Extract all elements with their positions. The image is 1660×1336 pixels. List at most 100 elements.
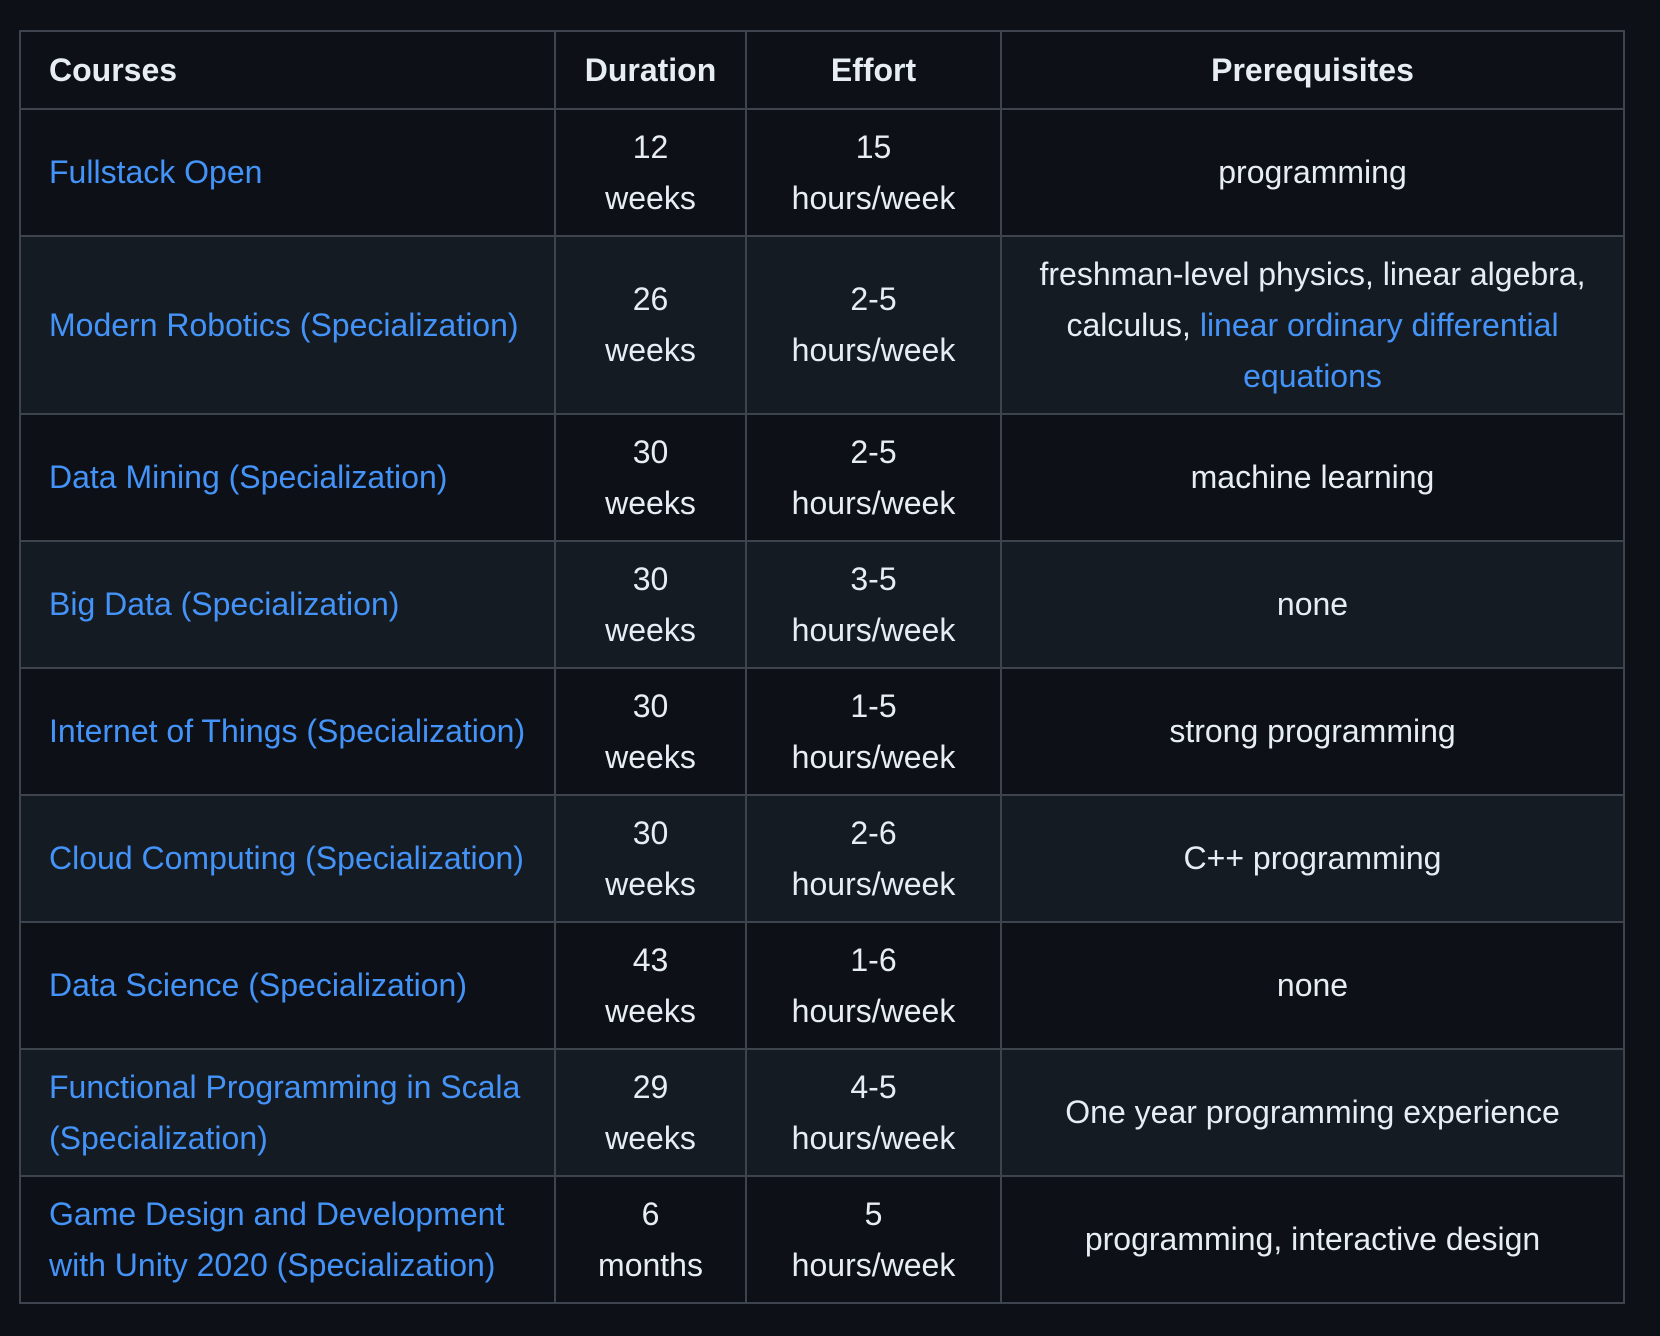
course-link[interactable]: Game Design and Development with Unity 2… xyxy=(49,1195,505,1283)
effort-value: 2-5 xyxy=(850,433,897,470)
prerequisites-text: none xyxy=(1276,586,1349,622)
duration-unit: months xyxy=(598,1246,703,1283)
prerequisite-link-linear-ode[interactable]: linear ordinary differential equations xyxy=(1199,306,1559,394)
duration-value: 6 xyxy=(641,1195,660,1232)
table-row: Data Mining (Specialization) 30 weeks 2-… xyxy=(19,413,1625,542)
header-row: Courses Duration Effort Prerequisites xyxy=(19,30,1625,110)
course-cell: Cloud Computing (Specialization) xyxy=(19,794,556,923)
table-row: Modern Robotics (Specialization) 26 week… xyxy=(19,235,1625,415)
duration-cell: 30 weeks xyxy=(554,540,747,669)
effort-unit: hours/week xyxy=(791,1246,956,1283)
prerequisites-text: strong programming xyxy=(1169,713,1456,749)
duration-unit: weeks xyxy=(605,179,696,216)
header-duration: Duration xyxy=(554,30,747,110)
header-effort: Effort xyxy=(745,30,1002,110)
effort-value: 2-5 xyxy=(850,281,897,317)
course-cell: Internet of Things (Specialization) xyxy=(19,667,556,796)
effort-value: 2-6 xyxy=(850,814,897,851)
prerequisites-cell: programming xyxy=(1000,108,1625,237)
duration-cell: 43 weeks xyxy=(554,921,747,1050)
effort-cell: 3-5 hours/week xyxy=(745,540,1002,669)
table-row: Cloud Computing (Specialization) 30 week… xyxy=(19,794,1625,923)
effort-value: 5 xyxy=(864,1195,883,1232)
header-prerequisites: Prerequisites xyxy=(1000,30,1625,110)
effort-cell: 2-5 hours/week xyxy=(745,235,1002,415)
table-header: Courses Duration Effort Prerequisites xyxy=(19,30,1625,110)
duration-cell: 6 months xyxy=(554,1175,747,1304)
effort-cell: 5 hours/week xyxy=(745,1175,1002,1304)
duration-value: 30 xyxy=(632,433,669,470)
duration-unit: weeks xyxy=(605,992,696,1029)
duration-cell: 30 weeks xyxy=(554,667,747,796)
effort-value: 1-6 xyxy=(850,941,897,978)
effort-unit: hours/week xyxy=(791,992,956,1029)
table-row: Functional Programming in Scala (Special… xyxy=(19,1048,1625,1177)
effort-cell: 15 hours/week xyxy=(745,108,1002,237)
duration-cell: 26 weeks xyxy=(554,235,747,415)
effort-cell: 2-6 hours/week xyxy=(745,794,1002,923)
prerequisites-text: One year programming experience xyxy=(1065,1094,1560,1130)
duration-unit: weeks xyxy=(605,865,696,902)
duration-value: 26 xyxy=(632,281,669,317)
effort-unit: hours/week xyxy=(791,332,956,368)
course-cell: Data Science (Specialization) xyxy=(19,921,556,1050)
effort-unit: hours/week xyxy=(791,179,956,216)
courses-table-container: Courses Duration Effort Prerequisites Fu… xyxy=(19,30,1625,1304)
duration-cell: 29 weeks xyxy=(554,1048,747,1177)
duration-value: 43 xyxy=(632,941,669,978)
duration-unit: weeks xyxy=(605,332,696,368)
prerequisites-cell: One year programming experience xyxy=(1000,1048,1625,1177)
prerequisites-text: none xyxy=(1276,967,1349,1003)
course-link[interactable]: Internet of Things (Specialization) xyxy=(49,713,526,749)
duration-value: 30 xyxy=(632,814,669,851)
course-link[interactable]: Cloud Computing (Specialization) xyxy=(49,840,524,876)
effort-cell: 1-5 hours/week xyxy=(745,667,1002,796)
table-row: Game Design and Development with Unity 2… xyxy=(19,1175,1625,1304)
effort-value: 4-5 xyxy=(850,1068,897,1105)
duration-unit: weeks xyxy=(605,611,696,648)
table-body: Fullstack Open 12 weeks 15 hours/week pr… xyxy=(19,108,1625,1304)
course-cell: Game Design and Development with Unity 2… xyxy=(19,1175,556,1304)
effort-unit: hours/week xyxy=(791,738,956,775)
prerequisites-cell: strong programming xyxy=(1000,667,1625,796)
courses-table: Courses Duration Effort Prerequisites Fu… xyxy=(19,30,1625,1304)
duration-unit: weeks xyxy=(605,1119,696,1156)
duration-cell: 30 weeks xyxy=(554,413,747,542)
effort-unit: hours/week xyxy=(791,611,956,648)
course-cell: Functional Programming in Scala (Special… xyxy=(19,1048,556,1177)
duration-value: 29 xyxy=(632,1068,669,1105)
effort-value: 1-5 xyxy=(850,687,897,724)
prerequisites-text: programming xyxy=(1218,154,1407,190)
prerequisites-cell: machine learning xyxy=(1000,413,1625,542)
course-cell: Fullstack Open xyxy=(19,108,556,237)
duration-cell: 12 weeks xyxy=(554,108,747,237)
course-cell: Big Data (Specialization) xyxy=(19,540,556,669)
effort-value: 3-5 xyxy=(850,560,897,597)
course-cell: Modern Robotics (Specialization) xyxy=(19,235,556,415)
effort-cell: 4-5 hours/week xyxy=(745,1048,1002,1177)
duration-cell: 30 weeks xyxy=(554,794,747,923)
prerequisites-cell: C++ programming xyxy=(1000,794,1625,923)
header-courses: Courses xyxy=(19,30,556,110)
effort-unit: hours/week xyxy=(791,1119,956,1156)
prerequisites-text: C++ programming xyxy=(1183,840,1442,876)
effort-unit: hours/week xyxy=(791,865,956,902)
table-row: Fullstack Open 12 weeks 15 hours/week pr… xyxy=(19,108,1625,237)
prerequisites-text: machine learning xyxy=(1190,459,1435,495)
course-link[interactable]: Big Data (Specialization) xyxy=(49,586,400,622)
prerequisites-cell: none xyxy=(1000,921,1625,1050)
course-link[interactable]: Fullstack Open xyxy=(49,154,263,190)
course-link[interactable]: Modern Robotics (Specialization) xyxy=(49,306,519,343)
table-row: Internet of Things (Specialization) 30 w… xyxy=(19,667,1625,796)
course-link[interactable]: Functional Programming in Scala (Special… xyxy=(49,1068,521,1156)
course-cell: Data Mining (Specialization) xyxy=(19,413,556,542)
course-link[interactable]: Data Science (Specialization) xyxy=(49,967,467,1003)
prerequisites-cell: none xyxy=(1000,540,1625,669)
duration-value: 12 xyxy=(632,128,669,165)
duration-value: 30 xyxy=(632,560,669,597)
course-link[interactable]: Data Mining (Specialization) xyxy=(49,459,448,495)
effort-cell: 1-6 hours/week xyxy=(745,921,1002,1050)
duration-value: 30 xyxy=(632,687,669,724)
table-row: Data Science (Specialization) 43 weeks 1… xyxy=(19,921,1625,1050)
table-row: Big Data (Specialization) 30 weeks 3-5 h… xyxy=(19,540,1625,669)
